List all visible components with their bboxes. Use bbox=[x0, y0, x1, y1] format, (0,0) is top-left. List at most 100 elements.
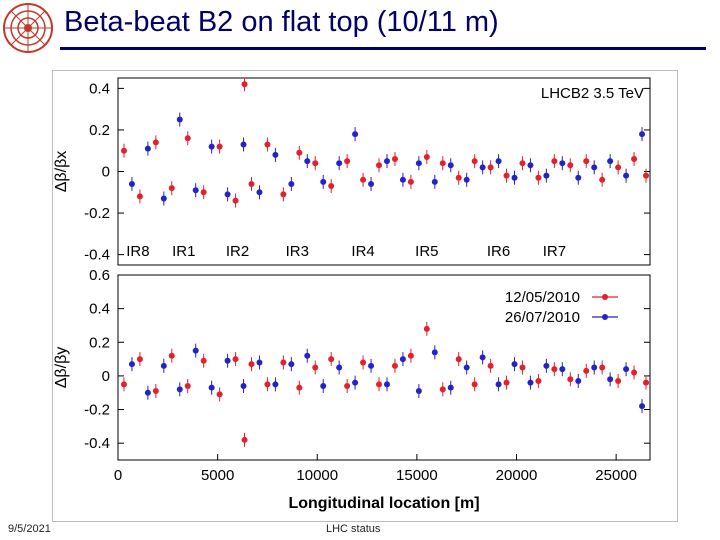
ir-label: IR7 bbox=[543, 243, 566, 260]
data-point-series-2 bbox=[144, 145, 151, 152]
ir-label: IR8 bbox=[126, 243, 149, 260]
panel-y-ytick-label: 0.2 bbox=[89, 334, 110, 351]
data-point-series-2 bbox=[288, 180, 295, 187]
chart-legend: 12/05/2010 26/07/2010 bbox=[505, 289, 618, 326]
panel-x-ytick-label: 0.2 bbox=[89, 122, 110, 139]
data-point-series-2 bbox=[527, 162, 534, 169]
data-point-series-1 bbox=[487, 362, 494, 369]
data-point-series-2 bbox=[128, 180, 135, 187]
data-point-series-2 bbox=[495, 158, 502, 165]
data-point-series-2 bbox=[208, 143, 215, 150]
data-point-series-2 bbox=[591, 164, 598, 171]
panel-y-xticks: 0 5000 10000 15000 20000 25000 bbox=[114, 454, 637, 484]
panel-x-annotation: LHCB2 3.5 TeV bbox=[541, 85, 644, 102]
data-point-series-1 bbox=[643, 172, 650, 179]
ir-label: IR6 bbox=[487, 243, 510, 260]
data-point-series-2 bbox=[256, 359, 263, 366]
data-point-series-2 bbox=[224, 357, 231, 364]
data-point-series-1 bbox=[241, 436, 248, 443]
data-point-series-2 bbox=[320, 178, 327, 185]
data-point-series-2 bbox=[559, 366, 566, 373]
data-point-series-1 bbox=[583, 367, 590, 374]
title-divider bbox=[60, 47, 706, 50]
data-point-series-2 bbox=[623, 366, 630, 373]
data-point-series-2 bbox=[623, 172, 630, 179]
data-point-series-2 bbox=[639, 403, 646, 410]
data-point-series-1 bbox=[376, 381, 383, 388]
data-point-series-1 bbox=[503, 379, 510, 386]
legend-label-series-2: 26/07/2010 bbox=[505, 309, 580, 326]
data-point-series-2 bbox=[160, 195, 167, 202]
data-point-series-1 bbox=[391, 362, 398, 369]
beta-beat-chart: -0.4 -0.2 0 0.2 0.4 IR8 IR1 IR2 IR3 IR4 IR5 IR6 IR7… bbox=[52, 70, 678, 522]
xtick-label: 5000 bbox=[201, 467, 234, 484]
data-point-series-2 bbox=[639, 131, 646, 138]
data-point-series-2 bbox=[575, 174, 582, 181]
data-point-series-1 bbox=[184, 383, 191, 389]
data-point-series-1 bbox=[200, 357, 207, 364]
xtick-label: 15000 bbox=[396, 467, 438, 484]
data-point-series-2 bbox=[224, 191, 231, 198]
ir-label: IR3 bbox=[286, 243, 309, 260]
data-point-series-1 bbox=[471, 158, 478, 165]
panel-y-yticks: -0.4 -0.2 0 0.2 0.4 0.6 bbox=[84, 267, 650, 452]
data-point-series-2 bbox=[463, 364, 470, 371]
data-point-series-1 bbox=[360, 359, 367, 366]
panel-x-ir-labels: IR8 IR1 IR2 IR3 IR4 IR5 IR6 IR7 bbox=[126, 243, 566, 260]
panel-y-frame bbox=[117, 274, 651, 461]
panel-x-ytick-label: -0.2 bbox=[84, 205, 110, 222]
panel-x-ytick-label: 0 bbox=[102, 164, 110, 181]
data-point-series-1 bbox=[423, 153, 430, 160]
data-point-series-1 bbox=[136, 356, 143, 363]
data-point-series-1 bbox=[631, 369, 638, 376]
data-point-series-1 bbox=[583, 158, 590, 165]
panel-vertical-beta-beat: -0.4 -0.2 0 0.2 0.4 0.6 0 5000 10000 15000 20000 2… bbox=[53, 267, 651, 512]
data-point-series-1 bbox=[503, 172, 510, 179]
data-point-series-1 bbox=[599, 176, 606, 183]
data-point-series-2 bbox=[543, 172, 550, 179]
data-point-series-1 bbox=[439, 386, 446, 393]
data-point-series-2 bbox=[607, 158, 614, 165]
data-point-series-1 bbox=[232, 356, 239, 363]
data-point-series-2 bbox=[575, 377, 582, 384]
data-point-series-1 bbox=[567, 376, 574, 383]
data-point-series-2 bbox=[240, 141, 247, 148]
xtick-label: 0 bbox=[114, 467, 122, 484]
data-point-series-2 bbox=[272, 151, 279, 158]
data-point-series-1 bbox=[248, 180, 255, 187]
chart-xlabel: Longitudinal location [m] bbox=[288, 495, 479, 512]
footer-date: 9/5/2021 bbox=[8, 523, 51, 535]
data-point-series-2 bbox=[144, 389, 151, 396]
data-point-series-1 bbox=[535, 377, 542, 384]
data-point-series-1 bbox=[152, 139, 159, 146]
panel-y-ytick-label: 0.4 bbox=[89, 301, 110, 318]
ir-label: IR2 bbox=[226, 243, 249, 260]
data-point-series-1 bbox=[344, 158, 351, 165]
panel-y-ylabel: Δβ/βy bbox=[53, 347, 70, 389]
data-point-series-2 bbox=[527, 379, 534, 386]
data-point-series-2 bbox=[511, 361, 518, 368]
data-point-series-2 bbox=[208, 384, 215, 391]
data-point-series-1 bbox=[216, 143, 223, 150]
data-point-series-2 bbox=[192, 187, 199, 194]
data-point-series-2 bbox=[336, 364, 343, 371]
data-point-series-2 bbox=[559, 160, 566, 167]
data-point-series-1 bbox=[551, 158, 558, 165]
data-point-series-1 bbox=[248, 361, 255, 368]
data-point-series-1 bbox=[200, 189, 207, 196]
data-point-series-2 bbox=[368, 362, 375, 369]
panel-y-ytick-label: -0.2 bbox=[84, 402, 110, 419]
data-point-series-1 bbox=[296, 384, 303, 391]
data-point-series-1 bbox=[551, 366, 558, 373]
data-point-series-1 bbox=[423, 325, 430, 332]
data-point-series-1 bbox=[152, 388, 159, 395]
panel-x-yticks: -0.4 -0.2 0 0.2 0.4 bbox=[84, 80, 650, 264]
data-point-series-1 bbox=[241, 81, 248, 88]
xtick-label: 20000 bbox=[496, 467, 538, 484]
xtick-label: 10000 bbox=[296, 467, 338, 484]
data-point-series-1 bbox=[232, 197, 239, 204]
data-point-series-1 bbox=[615, 164, 622, 171]
data-point-series-2 bbox=[176, 116, 183, 123]
data-point-series-2 bbox=[431, 349, 438, 356]
data-point-series-2 bbox=[256, 189, 263, 196]
